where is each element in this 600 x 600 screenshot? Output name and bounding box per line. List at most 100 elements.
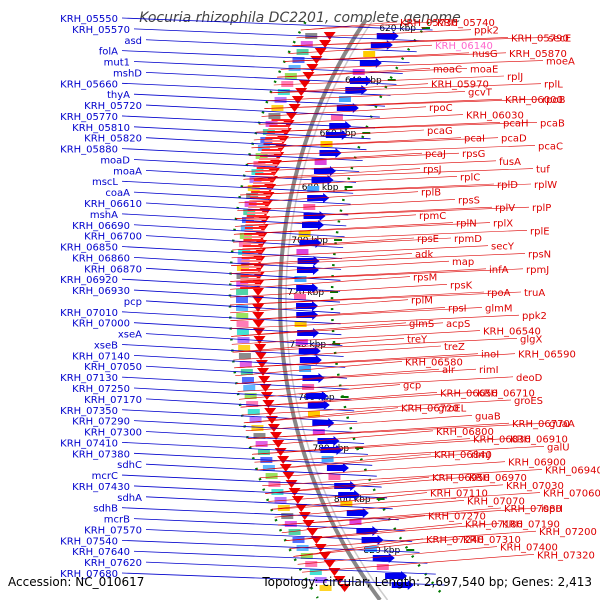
right-leader-line [231, 322, 444, 337]
ribosomal-cluster-band [247, 212, 268, 214]
right-leader-line [300, 21, 435, 31]
right-leader-line [230, 299, 409, 314]
right-leader-line [243, 407, 436, 424]
right-leader-line [285, 523, 463, 542]
right-leader-line [265, 476, 467, 494]
right-gene-label: rplM [411, 296, 433, 307]
right-gene-label: KRH_06590 [518, 350, 576, 361]
right-leader-line [256, 453, 432, 471]
right-gene-label: KRH_05740 [437, 18, 495, 29]
ribosomal-cluster-band [242, 251, 263, 253]
right-gene-label: rplW [534, 180, 557, 191]
ribosomal-cluster-band [255, 173, 276, 175]
right-leader-line [251, 137, 499, 149]
left-gene-label: KRH_06920 [60, 275, 118, 286]
right-leader-line [247, 152, 423, 164]
right-gene-label: KRH_07310 [463, 535, 521, 546]
right-leader-line [280, 60, 544, 70]
forward-strand-feature [323, 32, 336, 40]
gene-block-outer [241, 377, 254, 383]
gene-block-outer [292, 537, 305, 543]
right-gene-label: KRH_07240 [426, 535, 484, 546]
gene-block [298, 231, 311, 237]
left-gene-label: KRH_06690 [72, 221, 130, 232]
right-leader-line [288, 44, 433, 54]
gene-block [376, 564, 389, 570]
right-leader-line [238, 191, 419, 204]
reverse-strand-feature [297, 256, 320, 266]
right-gene-label: rpsN [528, 249, 551, 260]
right-gene-label: secY [491, 242, 515, 253]
gene-block [363, 51, 376, 57]
right-gene-label: tuf [536, 165, 550, 176]
right-gene-label: KRH_06030 [466, 111, 524, 122]
right-leader-line [258, 114, 464, 125]
left-gene-label: KRH_07050 [84, 362, 142, 373]
left-gene-label: mut1 [104, 58, 130, 69]
left-gene-label: KRH_07680 [60, 569, 118, 580]
ribosomal-cluster-band [240, 278, 261, 280]
left-gene-label: KRH_05770 [60, 112, 118, 123]
right-leader-line [293, 538, 424, 557]
left-gene-label: KRH_05880 [60, 145, 118, 156]
right-leader-line [297, 546, 498, 565]
left-leader-line [133, 61, 403, 74]
left-gene-label: KRH_07430 [72, 482, 130, 493]
ribosomal-cluster-band [251, 188, 272, 190]
forward-strand-feature [314, 48, 327, 56]
right-gene-label: KRH_06800 [436, 427, 494, 438]
ribosomal-cluster-band [243, 236, 264, 238]
forward-strand-feature [277, 456, 290, 464]
right-gene-label: rpsS [458, 195, 480, 206]
right-leader-line [230, 314, 520, 329]
right-gene-label: KRH_06140 [435, 41, 493, 52]
right-gene-label: KRH_06650 [440, 388, 498, 399]
right-gene-label: infA [489, 265, 509, 276]
right-gene-label: KRH_07200 [539, 527, 597, 538]
reverse-strand-feature [296, 301, 319, 311]
gene-block-outer [305, 561, 318, 567]
gene-block-outer [309, 569, 322, 575]
right-leader-line [230, 276, 411, 290]
right-gene-label: KRH_06720 [401, 404, 459, 415]
right-gene-label: rplJ [507, 72, 523, 83]
ribosomal-cluster-band [248, 203, 269, 205]
right-gene-label: guaA [549, 419, 575, 430]
reverse-strand-feature [349, 76, 372, 86]
right-gene-label: pcaD [501, 134, 527, 145]
left-gene-label: folA [99, 47, 118, 58]
right-gene-label: pcaH [503, 118, 529, 129]
forward-strand-feature [259, 384, 272, 392]
gene-block-outer [246, 401, 259, 407]
right-leader-line [234, 353, 479, 369]
right-gene-label: KRH_06900 [508, 458, 566, 469]
right-gene-label: moaE [470, 64, 498, 75]
right-leader-line [237, 376, 514, 392]
left-gene-label: KRH_05720 [84, 101, 142, 112]
left-gene-label: KRH_06700 [84, 232, 142, 243]
forward-strand-feature [260, 392, 273, 400]
gene-block [314, 159, 327, 165]
left-leader-line [121, 409, 358, 423]
left-leader-line [121, 180, 354, 194]
forward-strand-feature [270, 432, 283, 440]
right-leader-line [231, 253, 526, 267]
reverse-strand-feature [385, 571, 408, 581]
gene-block-outer [237, 337, 250, 343]
right-leader-line [256, 453, 469, 471]
right-gene-label: pcaI [464, 134, 485, 145]
left-leader-line [145, 529, 413, 542]
forward-strand-feature [291, 96, 304, 104]
left-gene-label: KRH_07640 [72, 547, 130, 558]
accession-text: Accession: NC_010617 [8, 575, 145, 589]
left-leader-line [145, 431, 365, 444]
left-leader-line [145, 561, 436, 575]
forward-strand-feature [288, 488, 301, 496]
gene-block-outer [247, 409, 260, 415]
right-leader-line [231, 245, 489, 259]
reverse-strand-feature [391, 580, 414, 590]
reverse-strand-feature [296, 265, 319, 275]
right-gene-label: KRH_06580 [405, 357, 463, 368]
right-leader-line [278, 507, 539, 526]
gene-block [299, 366, 312, 372]
